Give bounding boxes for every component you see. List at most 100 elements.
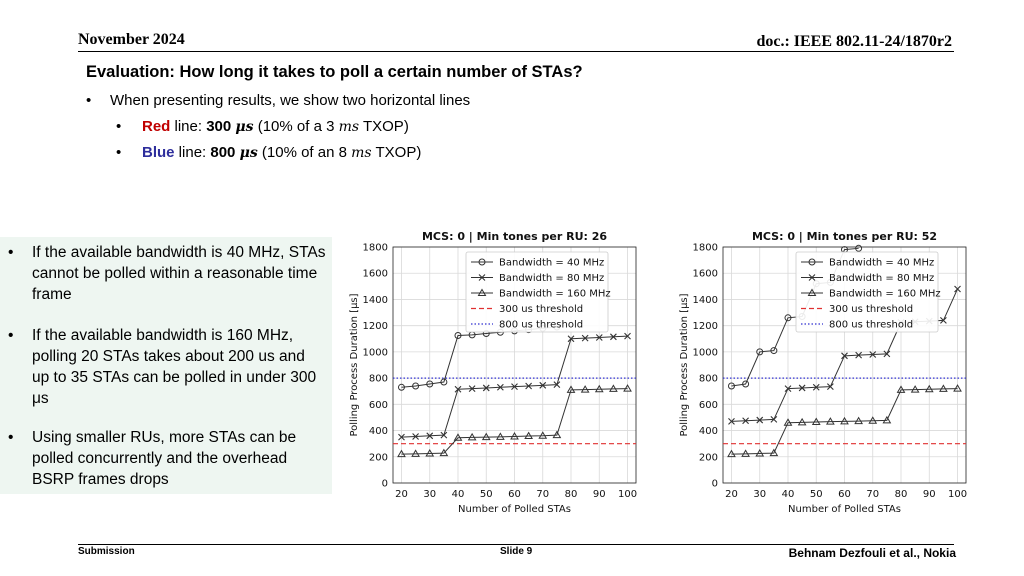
data-point — [756, 348, 764, 356]
x-axis-label: Number of Polled STAs — [458, 504, 571, 515]
y-tick-label: 1600 — [693, 269, 718, 280]
x-tick-label: 60 — [838, 489, 851, 500]
sidebar-item-text: If the available bandwidth is 160 MHz, p… — [32, 327, 317, 407]
data-point — [552, 430, 562, 439]
data-point — [741, 449, 750, 457]
red-unit: μs — [235, 119, 254, 135]
legend-marker — [807, 288, 817, 296]
series-group — [398, 332, 631, 441]
data-point — [841, 352, 848, 360]
data-point — [784, 314, 792, 322]
data-point — [397, 383, 405, 391]
blue-rest-unit: ms — [351, 145, 372, 161]
data-point — [581, 334, 589, 342]
legend-label: Bandwidth = 80 MHz — [499, 273, 604, 284]
bullet-dot: • — [8, 429, 14, 446]
data-point — [756, 416, 764, 424]
bullet-dot: • — [8, 244, 14, 261]
data-point — [855, 244, 863, 252]
data-point — [811, 417, 821, 426]
data-point — [412, 433, 419, 440]
legend-marker — [478, 258, 486, 266]
data-point — [510, 431, 519, 440]
bullet-dot: • — [116, 118, 122, 135]
sidebar-box: • If the available bandwidth is 40 MHz, … — [0, 237, 332, 494]
data-point — [595, 334, 603, 341]
data-point — [896, 385, 906, 393]
blue-rest-b: TXOP) — [371, 144, 422, 161]
chart-mcs0-ru26: MCS: 0 | Min tones per RU: 26 20 30 40 50 60 7… — [349, 230, 637, 515]
data-point — [594, 384, 604, 393]
data-point — [940, 317, 947, 324]
data-point — [728, 417, 735, 425]
data-point — [567, 335, 575, 343]
legend-label: Bandwidth = 80 MHz — [829, 273, 934, 284]
y-tick-label: 1800 — [693, 243, 718, 254]
x-tick-label: 70 — [536, 489, 549, 500]
legend-label: Bandwidth = 160 MHz — [829, 289, 941, 300]
data-point — [939, 384, 948, 392]
data-point — [426, 432, 434, 440]
data-point — [440, 431, 448, 439]
bullet-main-text: When presenting results, we show two hor… — [110, 92, 471, 109]
y-tick-label: 1600 — [363, 269, 388, 280]
y-tick-label: 600 — [369, 400, 388, 411]
red-rest-b: TXOP) — [359, 118, 409, 135]
data-point — [840, 416, 849, 425]
y-tick-label: 1800 — [363, 243, 388, 254]
y-tick-label: 400 — [369, 426, 388, 437]
blue-word: Blue — [142, 144, 175, 161]
data-point — [727, 449, 736, 458]
sidebar-item-text: Using smaller RUs, more STAs can be poll… — [32, 429, 297, 488]
data-point — [769, 448, 779, 457]
x-tick-label: 40 — [452, 489, 465, 500]
x-tick-label: 20 — [725, 489, 738, 500]
y-tick-label: 1000 — [693, 347, 718, 358]
data-point — [953, 384, 962, 392]
data-point — [482, 384, 490, 392]
data-point — [566, 385, 576, 393]
y-axis-label: Polling Process Duration [μs] — [349, 293, 360, 436]
data-point — [425, 449, 435, 457]
data-point — [855, 351, 863, 359]
y-tick-label: 400 — [699, 426, 718, 437]
blue-value: 800 — [210, 144, 236, 161]
sidebar-item: • If the available bandwidth is 160 MHz,… — [8, 325, 326, 409]
legend-marker — [808, 274, 816, 281]
data-point — [426, 380, 434, 388]
data-point — [580, 385, 590, 393]
red-rest-a: (10% of a 3 — [253, 118, 339, 135]
chart-title: MCS: 0 | Min tones per RU: 26 — [422, 230, 607, 243]
data-point — [797, 417, 807, 426]
y-tick-label: 1000 — [363, 347, 388, 358]
data-point — [882, 415, 892, 424]
red-line-word: line: — [170, 118, 207, 135]
data-point — [439, 448, 449, 457]
data-point — [481, 432, 491, 441]
data-point — [826, 417, 835, 425]
y-tick-label: 800 — [699, 374, 718, 385]
data-point — [624, 332, 631, 340]
sidebar-item: • Using smaller RUs, more STAs can be po… — [8, 427, 326, 490]
data-point — [742, 417, 749, 425]
data-point — [783, 418, 793, 426]
data-point — [770, 347, 778, 355]
bullet-main: • When presenting results, we show two ho… — [86, 92, 470, 109]
data-point — [496, 383, 504, 391]
legend-marker — [477, 288, 487, 296]
legend-label: 300 us threshold — [829, 304, 913, 315]
y-tick-label: 1200 — [693, 321, 718, 332]
bullet-dot: • — [116, 144, 122, 161]
slide-title: Evaluation: How long it takes to poll a … — [86, 63, 583, 81]
header-date: November 2024 — [78, 31, 185, 48]
header-doc-id: doc.: IEEE 802.11-24/1870r2 — [756, 33, 952, 50]
data-point — [539, 381, 547, 389]
x-tick-label: 80 — [565, 489, 578, 500]
chart-title: MCS: 0 | Min tones per RU: 52 — [752, 230, 937, 243]
chart-mcs0-ru52: MCS: 0 | Min tones per RU: 52 20 30 40 50 60 7… — [679, 230, 967, 515]
data-point — [524, 431, 533, 440]
x-tick-label: 20 — [395, 489, 408, 500]
data-point — [954, 285, 961, 293]
data-point — [910, 385, 920, 393]
data-point — [511, 383, 518, 391]
